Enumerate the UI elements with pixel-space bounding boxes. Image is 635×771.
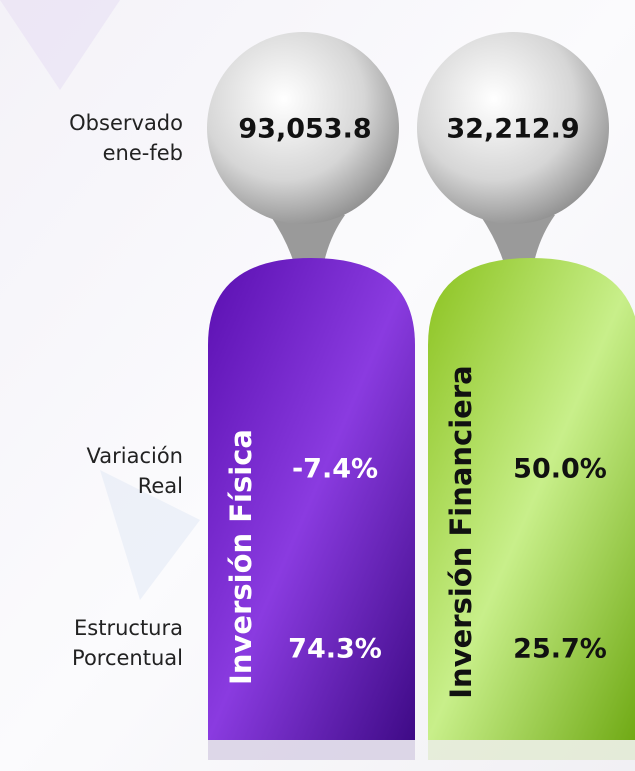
- row-label: Observado: [69, 111, 183, 135]
- column-title: Inversión Financiera: [444, 365, 478, 698]
- structure-value: 25.7%: [513, 634, 607, 665]
- observed-value: 32,212.9: [446, 114, 579, 145]
- row-label: Porcentual: [72, 646, 183, 670]
- row-label: Variación: [87, 444, 183, 468]
- row-label: ene-feb: [103, 141, 183, 165]
- reflection: [208, 740, 415, 760]
- structure-value: 74.3%: [288, 634, 382, 665]
- variation-value: 50.0%: [513, 454, 607, 485]
- row-label: Real: [138, 474, 183, 498]
- variation-value: -7.4%: [292, 454, 378, 485]
- observed-value: 93,053.8: [238, 114, 371, 145]
- row-label: Estructura: [74, 616, 183, 640]
- column-title: Inversión Física: [224, 429, 258, 685]
- infographic: Observado ene-feb Variación Real Estruct…: [0, 0, 635, 771]
- reflection: [428, 740, 635, 760]
